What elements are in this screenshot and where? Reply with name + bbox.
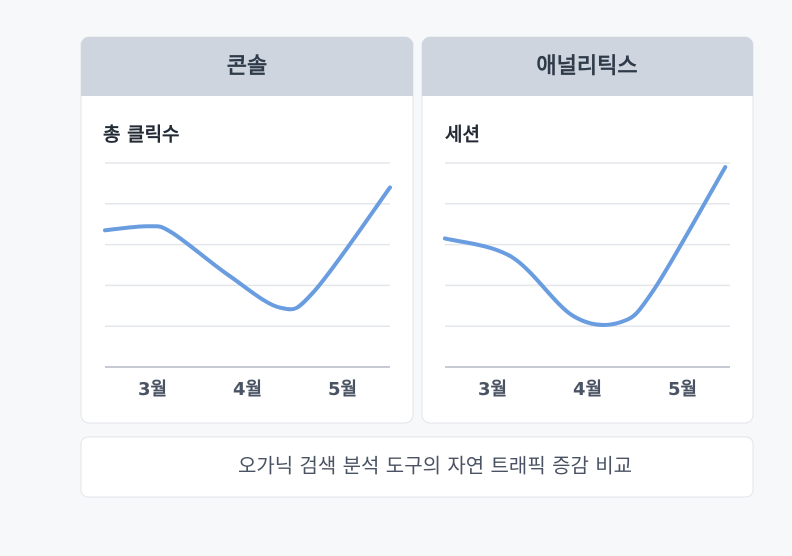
panel-right: 애널리틱스 세션 xyxy=(421,36,754,424)
panel-left: 콘솔 총 클릭수 xyxy=(80,36,414,424)
x-tick-label: 5월 xyxy=(328,379,357,400)
chart-title: 세션 xyxy=(445,124,480,146)
x-tick-label: 4월 xyxy=(573,379,602,400)
x-tick-label: 3월 xyxy=(138,379,167,400)
panel-header xyxy=(422,37,753,96)
data-line xyxy=(103,185,392,312)
caption: 오가닉 검색 분석 도구의 자연 트래픽 증감 비교 xyxy=(238,454,632,478)
panel-header xyxy=(81,37,413,96)
panel-title: 애널리틱스 xyxy=(536,54,637,79)
caption-box xyxy=(80,436,754,498)
x-tick-label: 3월 xyxy=(478,379,507,400)
x-tick-label: 5월 xyxy=(668,379,697,400)
data-line xyxy=(443,165,728,327)
chart-title: 총 클릭수 xyxy=(103,124,180,146)
x-tick-label: 4월 xyxy=(233,379,262,400)
panel-title: 콘솔 xyxy=(227,54,267,79)
